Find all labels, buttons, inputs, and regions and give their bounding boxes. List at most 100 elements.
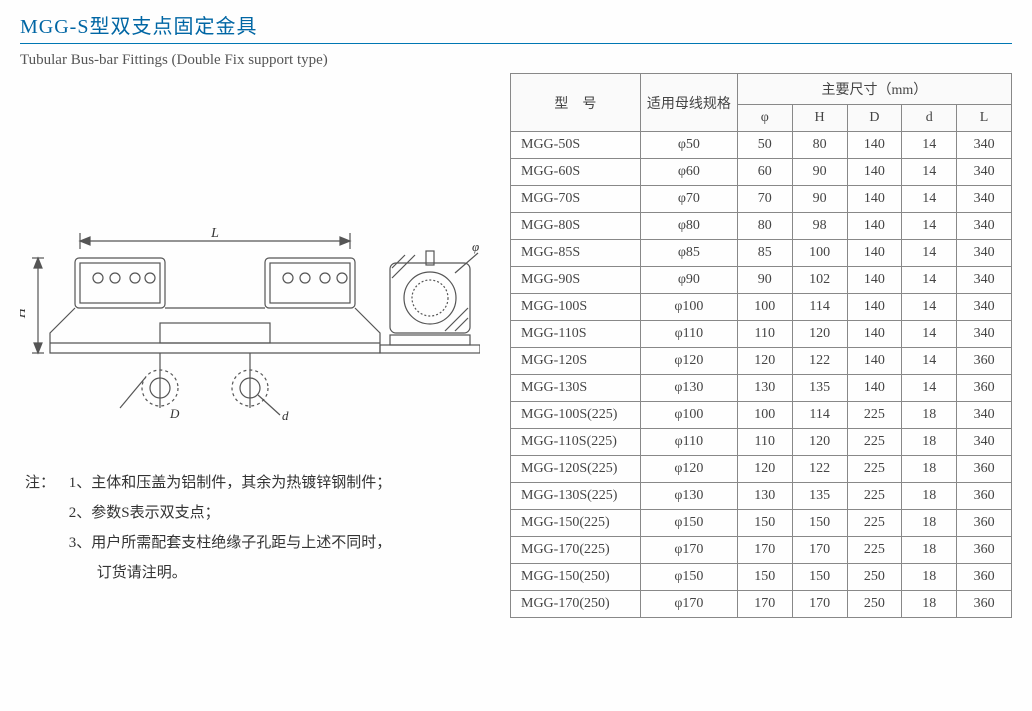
notes-block: 注： 1、主体和压盖为铝制件，其余为热镀锌钢制件； 2、参数S表示双支点； 3、… [20,468,500,588]
cell-spec: φ120 [640,456,737,483]
cell-L: 360 [957,483,1012,510]
dim-label-D: D [169,406,180,421]
cell-d: 14 [902,348,957,375]
cell-d: 18 [902,510,957,537]
table-row: MGG-150(225)φ15015015022518360 [511,510,1012,537]
cell-d: 18 [902,564,957,591]
cell-model: MGG-100S(225) [511,402,641,429]
cell-D: 140 [847,186,902,213]
cell-H: 170 [792,537,847,564]
cell-L: 340 [957,132,1012,159]
cell-d: 18 [902,483,957,510]
title-divider [20,43,1012,44]
cell-H: 98 [792,213,847,240]
cell-d: 14 [902,267,957,294]
cell-H: 120 [792,429,847,456]
cell-d: 18 [902,591,957,618]
cell-d: 14 [902,159,957,186]
cell-H: 114 [792,294,847,321]
cell-D: 140 [847,267,902,294]
cell-D: 250 [847,591,902,618]
cell-D: 225 [847,456,902,483]
cell-model: MGG-60S [511,159,641,186]
cell-H: 100 [792,240,847,267]
cell-L: 340 [957,402,1012,429]
cell-d: 14 [902,213,957,240]
th-phi: φ [737,105,792,132]
dim-label-H: H [20,307,29,319]
cell-spec: φ130 [640,483,737,510]
note-3: 3、用户所需配套支柱绝缘子孔距与上述不同时， [69,528,392,558]
cell-H: 170 [792,591,847,618]
notes-prefix: 注： [25,468,55,498]
table-row: MGG-130S(225)φ13013013522518360 [511,483,1012,510]
cell-model: MGG-150(250) [511,564,641,591]
cell-phi: 130 [737,375,792,402]
table-row: MGG-110S(225)φ11011012022518340 [511,429,1012,456]
cell-model: MGG-80S [511,213,641,240]
cell-H: 135 [792,375,847,402]
cell-phi: 150 [737,510,792,537]
cell-L: 360 [957,537,1012,564]
cell-H: 135 [792,483,847,510]
cell-spec: φ50 [640,132,737,159]
cell-spec: φ110 [640,429,737,456]
cell-L: 360 [957,564,1012,591]
cell-L: 340 [957,159,1012,186]
cell-phi: 90 [737,267,792,294]
cell-model: MGG-130S [511,375,641,402]
cell-L: 340 [957,186,1012,213]
cell-D: 140 [847,240,902,267]
cell-H: 122 [792,348,847,375]
dim-label-d: d [282,408,289,423]
cell-L: 340 [957,267,1012,294]
table-row: MGG-80Sφ80809814014340 [511,213,1012,240]
cell-D: 140 [847,321,902,348]
table-row: MGG-85Sφ858510014014340 [511,240,1012,267]
cell-d: 18 [902,402,957,429]
cell-model: MGG-50S [511,132,641,159]
title-en: Tubular Bus-bar Fittings (Double Fix sup… [20,50,1012,73]
cell-d: 14 [902,132,957,159]
cell-D: 250 [847,564,902,591]
cell-L: 360 [957,375,1012,402]
cell-phi: 70 [737,186,792,213]
cell-L: 360 [957,510,1012,537]
cell-model: MGG-130S(225) [511,483,641,510]
note-3-cont: 订货请注明。 [69,558,392,588]
dim-label-phi: φ [472,239,479,254]
cell-spec: φ110 [640,321,737,348]
cell-H: 90 [792,186,847,213]
cell-spec: φ130 [640,375,737,402]
th-H: H [792,105,847,132]
cell-model: MGG-170(250) [511,591,641,618]
cell-phi: 120 [737,348,792,375]
cell-model: MGG-110S(225) [511,429,641,456]
cell-D: 140 [847,159,902,186]
cell-spec: φ120 [640,348,737,375]
cell-phi: 150 [737,564,792,591]
cell-model: MGG-70S [511,186,641,213]
table-row: MGG-150(250)φ15015015025018360 [511,564,1012,591]
th-D: D [847,105,902,132]
table-row: MGG-100Sφ10010011414014340 [511,294,1012,321]
note-1: 1、主体和压盖为铝制件，其余为热镀锌钢制件； [69,468,392,498]
cell-spec: φ80 [640,213,737,240]
th-L: L [957,105,1012,132]
cell-D: 140 [847,213,902,240]
table-row: MGG-50Sφ50508014014340 [511,132,1012,159]
cell-H: 150 [792,510,847,537]
content-wrap: L [20,73,1012,618]
cell-L: 360 [957,456,1012,483]
th-spec: 适用母线规格 [640,74,737,132]
cell-D: 140 [847,348,902,375]
cell-phi: 100 [737,294,792,321]
cell-D: 140 [847,132,902,159]
cell-D: 140 [847,375,902,402]
cell-model: MGG-100S [511,294,641,321]
cell-spec: φ100 [640,294,737,321]
cell-L: 340 [957,213,1012,240]
fitting-diagram: L [20,223,480,423]
th-model: 型 号 [511,74,641,132]
cell-d: 14 [902,294,957,321]
